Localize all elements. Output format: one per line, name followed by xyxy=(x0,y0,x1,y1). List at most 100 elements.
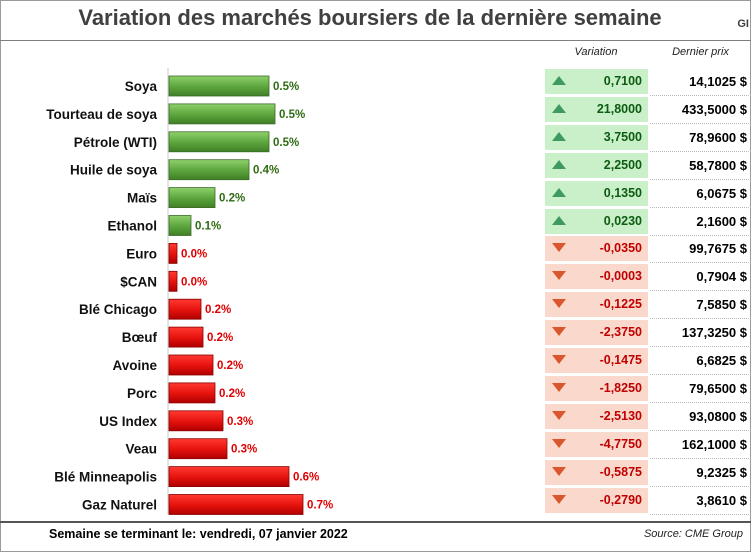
price-cell: 7,5850 $ xyxy=(650,291,751,320)
bar xyxy=(168,270,178,292)
bar xyxy=(168,187,216,208)
variation-value: -0,1225 xyxy=(599,297,642,312)
triangle-up-icon xyxy=(552,131,566,141)
price-value: 58,7800 $ xyxy=(689,157,747,173)
triangle-down-icon xyxy=(552,438,566,448)
bar xyxy=(168,215,192,236)
price-cell: 99,7675 $ xyxy=(650,235,751,264)
variation-cell: 3,7500 xyxy=(545,124,648,150)
price-cell: 93,0800 $ xyxy=(650,403,751,431)
price-value: 433,5000 $ xyxy=(681,101,747,117)
table-row: -0,1225 7,5850 $ xyxy=(545,291,751,320)
bar xyxy=(168,131,270,153)
data-label: 0.2% xyxy=(205,304,231,316)
variation-cell: 0,0230 xyxy=(545,208,648,234)
category-label: Soya xyxy=(125,79,158,94)
data-label: 0.5% xyxy=(273,81,299,93)
table-row: 0,0230 2,1600 $ xyxy=(545,208,751,236)
data-label: 0.5% xyxy=(279,109,305,121)
data-label: 0.4% xyxy=(253,165,279,177)
triangle-up-icon xyxy=(552,215,566,225)
bar xyxy=(168,494,304,515)
table-row: 21,8000 433,5000 $ xyxy=(545,96,751,124)
corner-text: GI xyxy=(737,18,749,30)
category-label: Blé Minneapolis xyxy=(54,470,157,485)
table-row: -2,5130 93,0800 $ xyxy=(545,403,751,431)
table-row: -0,1475 6,6825 $ xyxy=(545,347,751,375)
price-value: 0,7904 $ xyxy=(696,269,747,285)
price-value: 7,5850 $ xyxy=(696,297,747,313)
variation-value: -4,7750 xyxy=(599,436,642,451)
variation-cell: -0,5875 xyxy=(545,459,648,485)
bar xyxy=(168,159,250,181)
triangle-down-icon xyxy=(552,410,566,420)
triangle-up-icon xyxy=(552,159,566,169)
variation-value: 0,0230 xyxy=(603,213,642,228)
price-cell: 162,1000 $ xyxy=(650,431,751,459)
bar xyxy=(168,103,276,125)
triangle-down-icon xyxy=(552,466,566,476)
category-label: Gaz Naturel xyxy=(82,498,157,513)
price-cell: 78,9600 $ xyxy=(650,124,751,152)
variation-value: -2,3750 xyxy=(599,325,642,340)
category-label: Maïs xyxy=(127,191,157,206)
price-header: Dernier prix xyxy=(672,46,729,58)
price-cell: 9,2325 $ xyxy=(650,459,751,487)
category-label: Euro xyxy=(126,246,157,261)
variation-value: 3,7500 xyxy=(603,129,642,144)
price-cell: 137,3250 $ xyxy=(650,319,751,348)
triangle-down-icon xyxy=(552,355,566,364)
category-label: Porc xyxy=(127,386,158,401)
data-label: 0.2% xyxy=(219,193,245,205)
bar xyxy=(168,354,214,376)
price-cell: 0,7904 $ xyxy=(650,263,751,292)
variation-cell: 21,8000 xyxy=(545,96,648,122)
data-label: 0.0% xyxy=(181,248,207,260)
price-cell: 14,1025 $ xyxy=(650,68,751,96)
table-row: 3,7500 78,9600 $ xyxy=(545,124,751,152)
bar xyxy=(168,242,178,264)
variation-value: -0,0350 xyxy=(599,241,642,256)
price-value: 137,3250 $ xyxy=(681,325,747,341)
category-label: Pétrole (WTI) xyxy=(74,135,157,150)
data-label: 0.5% xyxy=(273,137,299,149)
price-cell: 2,1600 $ xyxy=(650,208,751,236)
table-row: -0,5875 9,2325 $ xyxy=(545,459,751,487)
variation-value: 2,2500 xyxy=(603,157,642,172)
data-label: 0.2% xyxy=(207,332,233,344)
variation-cell: -0,0350 xyxy=(545,236,648,262)
variation-cell: -2,5130 xyxy=(545,403,648,429)
price-value: 6,6825 $ xyxy=(696,353,747,368)
price-value: 9,2325 $ xyxy=(696,464,747,480)
variation-cell: -4,7750 xyxy=(545,431,648,457)
price-value: 3,8610 $ xyxy=(696,492,747,508)
price-value: 6,0675 $ xyxy=(696,185,747,201)
table-row: -0,0003 0,7904 $ xyxy=(545,263,751,292)
variation-cell: -0,1475 xyxy=(545,348,648,373)
data-label: 0.2% xyxy=(217,360,243,372)
table-row: -0,0350 99,7675 $ xyxy=(545,235,751,264)
price-value: 14,1025 $ xyxy=(689,74,747,89)
bar xyxy=(168,326,204,348)
triangle-down-icon xyxy=(552,243,566,253)
triangle-down-icon xyxy=(552,327,566,337)
category-label: Ethanol xyxy=(108,219,158,234)
data-label: 0.3% xyxy=(227,416,253,428)
triangle-down-icon xyxy=(552,494,566,504)
table-row: 0,7100 14,1025 $ xyxy=(545,68,751,96)
price-cell: 58,7800 $ xyxy=(650,152,751,180)
variation-value: 0,1350 xyxy=(603,185,642,200)
bar xyxy=(168,438,228,460)
price-value: 99,7675 $ xyxy=(689,241,747,257)
variation-value: -0,0003 xyxy=(599,269,642,284)
variation-value: -0,2790 xyxy=(599,492,642,507)
category-label: Bœuf xyxy=(122,330,158,345)
bar xyxy=(168,410,224,432)
category-label: $CAN xyxy=(120,274,157,289)
table-row: 0,1350 6,0675 $ xyxy=(545,180,751,208)
variation-value: -1,8250 xyxy=(599,380,642,395)
source-label: Source: CME Group xyxy=(643,528,743,540)
variation-cell: -0,2790 xyxy=(545,487,648,513)
chart-title: Variation des marchés boursiers de la de… xyxy=(78,5,662,30)
table-row: 2,2500 58,7800 $ xyxy=(545,152,751,180)
